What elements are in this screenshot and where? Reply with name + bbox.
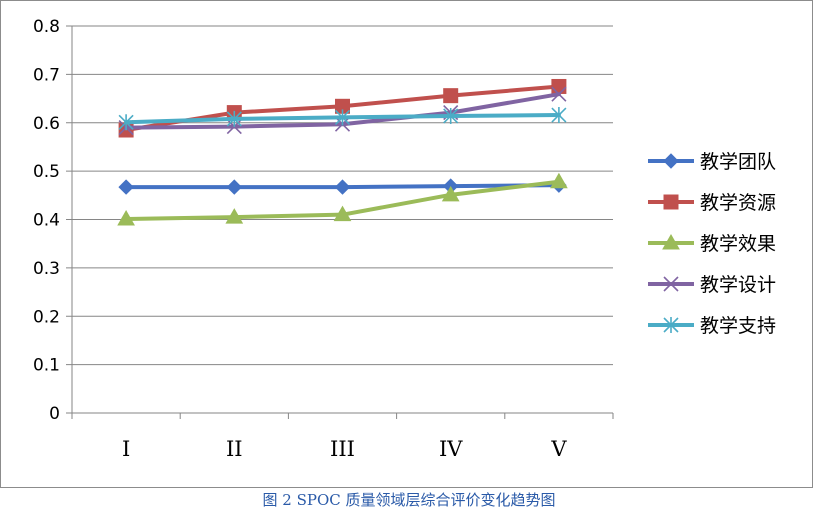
legend-entry: 教学团队 [648, 151, 776, 173]
legend-label: 教学效果 [700, 233, 776, 255]
y-tick-label: 0.7 [33, 65, 60, 85]
series-1 [118, 177, 567, 195]
data-point [118, 179, 134, 195]
legend-marker [663, 276, 679, 292]
data-point [551, 107, 567, 124]
legend-marker [663, 194, 679, 210]
x-tick-label: II [226, 437, 243, 461]
data-point [334, 179, 351, 195]
figure-caption: 图 2 SPOC 质量领域层综合评价变化趋势图 [262, 491, 556, 509]
legend-label: 教学支持 [700, 315, 776, 337]
data-point [225, 208, 244, 224]
y-tick-label: 0.1 [33, 356, 60, 376]
x-tick-label: III [330, 437, 355, 461]
data-point [443, 107, 459, 124]
x-tick-label: I [122, 437, 130, 461]
axes: 00.10.20.30.40.50.60.70.8I II III IV V [33, 17, 614, 461]
marker-stroke [663, 276, 679, 292]
data-point [441, 185, 460, 202]
series-lines [117, 78, 568, 226]
data-point [226, 110, 242, 127]
legend-marker [662, 233, 680, 250]
legend-entry: 教学支持 [648, 315, 776, 337]
y-tick-label: 0.4 [33, 211, 60, 231]
legend-entry: 教学资源 [648, 192, 776, 214]
data-point [443, 88, 459, 104]
series-3 [117, 172, 568, 226]
data-point [118, 114, 134, 131]
data-point [333, 205, 352, 222]
legend-label: 教学团队 [700, 151, 776, 173]
data-point [550, 172, 568, 189]
data-point [334, 109, 351, 126]
legend-entry: 教学效果 [648, 233, 776, 255]
data-point [551, 78, 567, 94]
y-tick-label: 0 [49, 404, 60, 424]
y-tick-label: 0.2 [33, 307, 60, 327]
x-tick-label: V [550, 437, 567, 461]
data-point [551, 86, 567, 102]
data-point [117, 210, 135, 226]
x-tick-label: IV [439, 437, 463, 461]
y-tick-label: 0.8 [33, 17, 60, 37]
y-tick-label: 0.3 [33, 259, 60, 279]
legend-label: 教学设计 [700, 274, 776, 296]
marker-stroke [551, 86, 567, 102]
legend-marker [663, 153, 679, 169]
series-5 [118, 107, 567, 131]
y-tick-label: 0.6 [33, 114, 60, 134]
data-point [226, 179, 243, 195]
legend-label: 教学资源 [700, 192, 776, 214]
legend-entry: 教学设计 [648, 274, 776, 296]
gridlines [72, 25, 613, 366]
legend-marker [663, 317, 679, 333]
line-chart: 00.10.20.30.40.50.60.70.8I II III IV V 教学团队教… [33, 17, 776, 461]
y-tick-label: 0.5 [33, 162, 60, 182]
